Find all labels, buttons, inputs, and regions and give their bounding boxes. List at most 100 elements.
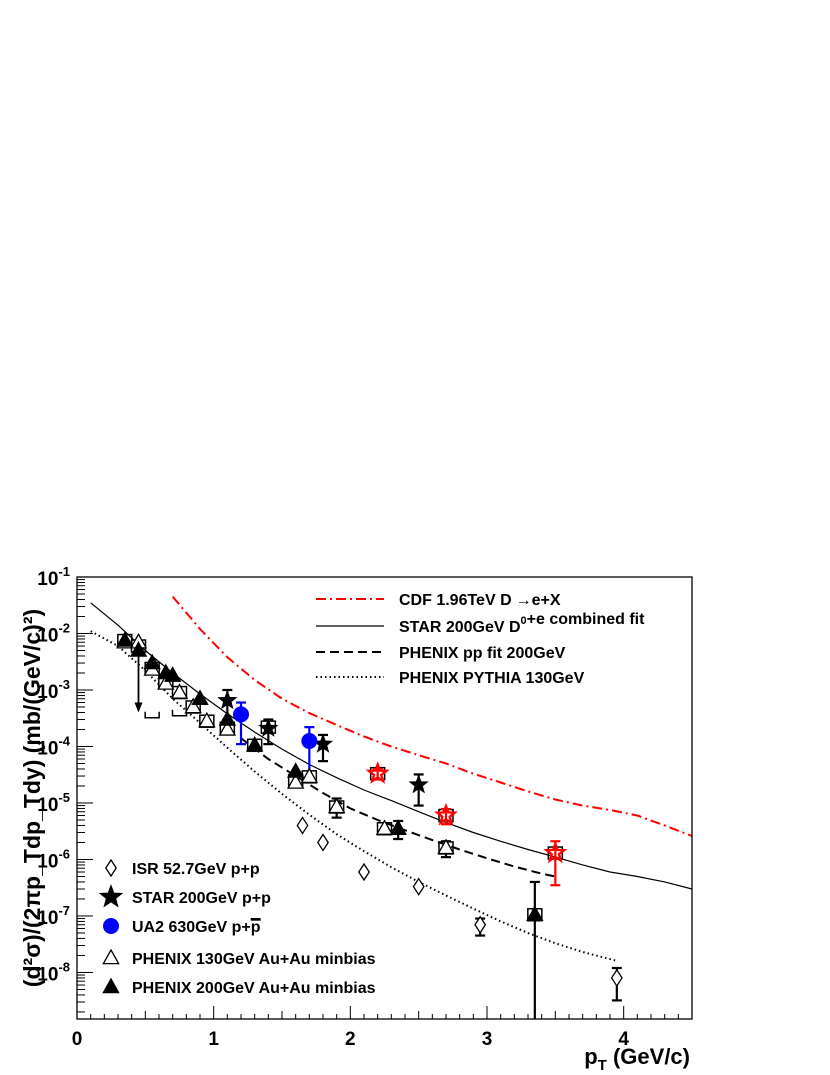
y-tick-label--7: 10-7: [37, 903, 70, 929]
point-open-diamond-4: [474, 915, 487, 937]
legend-curve-label-1: STAR 200GeV D0+e combined fit: [399, 611, 645, 636]
svg-text:pT (GeV/c): pT (GeV/c): [584, 1044, 690, 1074]
y-tick-base: 10: [37, 795, 58, 816]
point-filled-star-3: [408, 773, 429, 807]
marker: [317, 833, 329, 852]
label-sup: 0: [521, 615, 527, 627]
label-main: CDF 1.96TeV D: [399, 592, 512, 609]
y-tick-label--8: 10-8: [37, 959, 70, 985]
point-open-triangle-6: [198, 711, 216, 728]
y-tick-base: 10: [37, 964, 58, 985]
label-bar: p: [251, 919, 261, 936]
point-open-triangle-11: [375, 819, 394, 835]
legend-marker-label-3: PHENIX 130GeV Au+Au minbias: [132, 951, 376, 968]
point-filled-triangle-6: [218, 710, 237, 726]
curve-dashdot-0: [171, 595, 693, 837]
point-filled-triangle-1: [129, 641, 148, 713]
marker: [408, 774, 429, 794]
point-open-diamond-2: [358, 862, 370, 882]
marker: [198, 711, 216, 728]
legend-marker-0: [105, 858, 117, 878]
marker: [157, 674, 175, 690]
point-open-triangle-3: [157, 674, 175, 690]
y-tick-label--3: 10-3: [37, 677, 70, 703]
point-open-diamond-5: [610, 966, 623, 1002]
y-tick-exp: -8: [58, 959, 70, 974]
point-filled-triangle-7: [245, 735, 264, 752]
marker: [474, 915, 487, 934]
point-open-star-1: [434, 802, 458, 826]
x-tick-label-4: 4: [618, 1029, 629, 1050]
point-open-triangle-9: [300, 767, 319, 784]
marker: [245, 735, 264, 752]
marker: [526, 905, 544, 922]
marker: [412, 877, 425, 896]
y-tick-exp: -5: [58, 790, 70, 805]
label-tail: e+X: [532, 592, 561, 609]
point-filled-triangle-5: [191, 689, 209, 705]
marker: [375, 819, 394, 835]
y-tick-label--2: 10-2: [37, 620, 70, 646]
marker: [296, 816, 309, 835]
marker: [327, 797, 346, 814]
marker: [365, 761, 390, 784]
marker: [217, 689, 238, 710]
x-tick-label-2: 2: [345, 1029, 356, 1050]
marker: [218, 710, 237, 726]
y-tick-base: 10: [37, 851, 58, 872]
x-tick-label-3: 3: [482, 1029, 493, 1050]
open-bracket-0: [144, 711, 160, 719]
marker: [434, 802, 458, 826]
y-tick-exp: -4: [58, 733, 70, 748]
upper-limit-arrowhead: [134, 702, 143, 713]
point-open-diamond-0: [296, 816, 309, 835]
y-tick-label--5: 10-5: [37, 790, 70, 816]
curve-solid-1: [90, 602, 693, 890]
y-tick-base: 10: [37, 738, 58, 759]
marker: [163, 666, 182, 682]
x-axis-title-sub: T: [598, 1057, 607, 1074]
y-tick-base: 10: [37, 682, 58, 703]
marker: [300, 767, 319, 784]
x-tick-label-1: 1: [208, 1029, 219, 1050]
marker: [358, 862, 370, 882]
point-filled-triangle-8: [286, 762, 305, 778]
y-tick-base: 10: [37, 569, 58, 590]
plot-frame: [76, 576, 693, 1020]
label-main: UA2 630GeV p+: [132, 919, 251, 936]
point-open-triangle-10: [327, 797, 346, 819]
y-tick-exp: -2: [58, 620, 70, 635]
point-filled-triangle-9: [389, 819, 407, 841]
marker: [389, 819, 407, 835]
point-filled-triangle-0: [116, 631, 134, 647]
y-tick-label--4: 10-4: [37, 733, 70, 759]
legend-curve-label-2: PHENIX pp fit 200GeV: [399, 645, 566, 662]
y-tick-label--1: 10-1: [37, 564, 70, 590]
label-tail: +e combined fit: [527, 611, 645, 628]
marker: [610, 968, 623, 988]
curve-dotted-3: [90, 630, 618, 962]
point-open-triangle-5: [184, 697, 202, 714]
point-open-diamond-1: [317, 833, 329, 852]
data-points-layer: [116, 631, 623, 1019]
marker: [116, 631, 134, 647]
y-axis-title: (d²σ)/(2πp_Tdp_Tdy) (mb/(GeV/c)²): [19, 609, 45, 987]
y-tick-base: 10: [37, 908, 58, 929]
marker: [184, 697, 202, 714]
legend-curves: CDF 1.96TeV D →e+X STAR 200GeV D0+e combin…: [316, 592, 645, 687]
x-axis-title-var: p: [584, 1044, 597, 1069]
point-filled-circle-0: [233, 701, 249, 746]
point-open-triangle-12: [437, 838, 455, 859]
y-tick-exp: -3: [58, 677, 70, 692]
curves-layer: [90, 595, 693, 962]
curve-dashed-2: [240, 737, 556, 878]
point-filled-triangle-10: [526, 880, 544, 1019]
axes-layer: 0 1 2 3 410-110-210-310-410-510-610-710-8: [37, 564, 693, 1050]
point-filled-triangle-4: [163, 666, 182, 682]
label-main: STAR 200GeV D: [399, 619, 521, 636]
open-bracket-1: [171, 709, 188, 717]
x-tick-label-0: 0: [72, 1029, 83, 1050]
point-open-star-0: [365, 761, 390, 784]
marker: [301, 733, 318, 750]
legend-markers: ISR 52.7GeV p+p STAR 200GeV p+p UA2 630GeV…: [98, 858, 376, 997]
